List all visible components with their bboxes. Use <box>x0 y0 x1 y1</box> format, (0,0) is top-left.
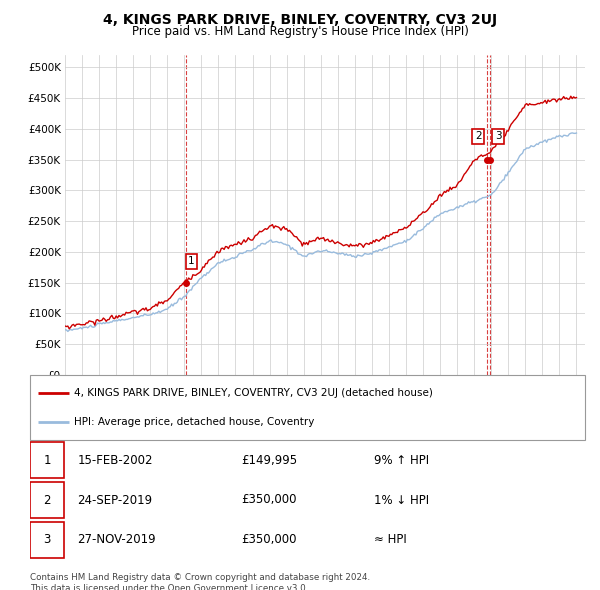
Text: 2: 2 <box>475 131 481 141</box>
Text: 2: 2 <box>43 493 51 506</box>
Text: 24-SEP-2019: 24-SEP-2019 <box>77 493 152 506</box>
FancyBboxPatch shape <box>30 442 64 478</box>
Text: 1% ↓ HPI: 1% ↓ HPI <box>374 493 429 506</box>
Text: Contains HM Land Registry data © Crown copyright and database right 2024.
This d: Contains HM Land Registry data © Crown c… <box>30 573 370 590</box>
Text: 4, KINGS PARK DRIVE, BINLEY, COVENTRY, CV3 2UJ (detached house): 4, KINGS PARK DRIVE, BINLEY, COVENTRY, C… <box>74 388 433 398</box>
Text: 9% ↑ HPI: 9% ↑ HPI <box>374 454 429 467</box>
Text: £149,995: £149,995 <box>241 454 297 467</box>
Text: HPI: Average price, detached house, Coventry: HPI: Average price, detached house, Cove… <box>74 418 315 427</box>
Text: £350,000: £350,000 <box>241 493 296 506</box>
FancyBboxPatch shape <box>30 522 64 558</box>
Text: 3: 3 <box>44 533 51 546</box>
Text: ≈ HPI: ≈ HPI <box>374 533 407 546</box>
Text: £350,000: £350,000 <box>241 533 296 546</box>
Text: 3: 3 <box>495 131 502 141</box>
Text: 27-NOV-2019: 27-NOV-2019 <box>77 533 156 546</box>
FancyBboxPatch shape <box>30 482 64 518</box>
Text: 15-FEB-2002: 15-FEB-2002 <box>77 454 152 467</box>
Text: 1: 1 <box>43 454 51 467</box>
Text: Price paid vs. HM Land Registry's House Price Index (HPI): Price paid vs. HM Land Registry's House … <box>131 25 469 38</box>
Text: 4, KINGS PARK DRIVE, BINLEY, COVENTRY, CV3 2UJ: 4, KINGS PARK DRIVE, BINLEY, COVENTRY, C… <box>103 13 497 27</box>
Text: 1: 1 <box>188 256 195 266</box>
FancyBboxPatch shape <box>30 375 585 440</box>
